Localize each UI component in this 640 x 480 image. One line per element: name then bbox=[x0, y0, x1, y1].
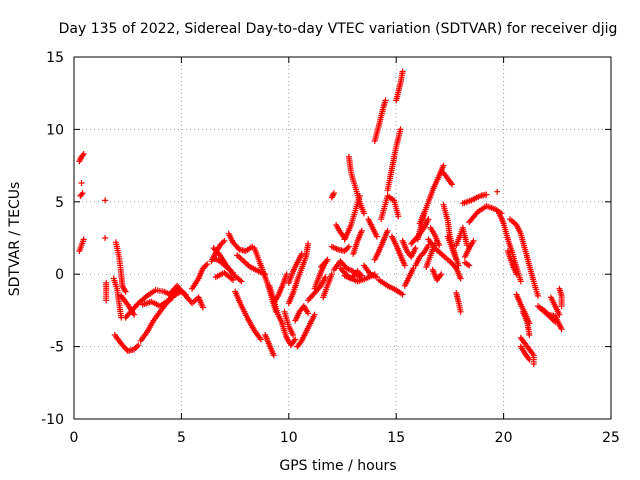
data-point-group bbox=[279, 321, 299, 349]
data-point-group bbox=[328, 243, 352, 254]
y-axis-label: SDTVAR / TECUs bbox=[7, 182, 23, 297]
data-point-group bbox=[429, 266, 445, 283]
data-point-group bbox=[461, 237, 477, 260]
data-point-group bbox=[376, 277, 406, 298]
data-point-group bbox=[112, 239, 129, 295]
data-point-group bbox=[365, 216, 380, 240]
data-point-group bbox=[189, 261, 211, 292]
data-point-group bbox=[446, 258, 464, 282]
data-point-group bbox=[416, 162, 447, 227]
data-point-group bbox=[212, 269, 236, 283]
chart-title: Day 135 of 2022, Sidereal Day-to-day VTE… bbox=[59, 21, 618, 37]
data-point-group bbox=[444, 233, 460, 263]
data-point-group bbox=[371, 97, 389, 144]
data-point-group bbox=[519, 308, 533, 338]
data-point-group bbox=[466, 203, 505, 226]
data-point-group bbox=[77, 190, 86, 199]
y-tick-label: 5 bbox=[55, 195, 64, 211]
data-point-group bbox=[412, 242, 432, 269]
x-tick-label: 10 bbox=[280, 430, 298, 446]
data-point-group bbox=[504, 248, 520, 278]
axis-ticks: 0 5 10 15 20 25 -10 -5 0 5 10 15 bbox=[41, 50, 620, 446]
data-point-group bbox=[517, 334, 537, 367]
data-point-group bbox=[361, 262, 380, 281]
x-tick-label: 20 bbox=[495, 430, 513, 446]
y-tick-label: -10 bbox=[41, 412, 64, 428]
y-tick-label: 0 bbox=[55, 267, 64, 283]
data-point-group bbox=[103, 279, 110, 304]
x-tick-label: 5 bbox=[177, 430, 186, 446]
data-point-group bbox=[393, 68, 406, 104]
y-tick-label: -5 bbox=[50, 340, 64, 356]
y-tick-label: 10 bbox=[46, 122, 64, 138]
data-point-group bbox=[388, 233, 408, 269]
data-point-group bbox=[232, 288, 264, 343]
data-point-group bbox=[262, 332, 277, 359]
data-point-group bbox=[78, 180, 85, 186]
data-point-group bbox=[167, 282, 206, 311]
data-point-group bbox=[285, 240, 312, 307]
data-point-group bbox=[305, 274, 329, 304]
x-tick-label: 15 bbox=[387, 430, 405, 446]
data-point-group bbox=[102, 197, 109, 204]
data-point-group bbox=[547, 294, 563, 318]
data-point-group bbox=[423, 240, 438, 270]
data-point-group bbox=[292, 303, 312, 324]
data-point-group bbox=[453, 290, 464, 315]
data-point-group bbox=[427, 224, 443, 249]
data-point-group bbox=[384, 126, 404, 194]
data-point-group bbox=[341, 268, 365, 282]
data-point-group bbox=[453, 224, 471, 249]
x-tick-label: 0 bbox=[70, 430, 79, 446]
data-point-group bbox=[517, 343, 533, 363]
data-point-group bbox=[294, 311, 318, 350]
data-point-group bbox=[345, 153, 367, 217]
data-point-group bbox=[539, 306, 565, 333]
data-point-group bbox=[507, 216, 541, 299]
data-point-group bbox=[270, 271, 290, 307]
data-point-group bbox=[110, 275, 125, 321]
data-point-group bbox=[440, 169, 455, 188]
data-point-group bbox=[320, 271, 335, 301]
data-point-group bbox=[328, 190, 337, 201]
data-point-group bbox=[281, 308, 297, 338]
data-point-group bbox=[461, 259, 473, 269]
data-point-group bbox=[371, 227, 391, 263]
data-point-group bbox=[210, 255, 236, 276]
data-point-group bbox=[494, 188, 501, 195]
data-point-group bbox=[225, 230, 256, 254]
x-tick-label: 25 bbox=[602, 430, 620, 446]
data-point-group bbox=[459, 191, 490, 207]
data-point-group bbox=[378, 193, 402, 223]
data-point-group bbox=[350, 227, 365, 257]
data-point-group bbox=[318, 256, 331, 270]
data-point-group bbox=[102, 235, 109, 241]
y-tick-label: 15 bbox=[46, 50, 64, 66]
plot-frame bbox=[73, 56, 612, 420]
data-point-group bbox=[399, 237, 419, 260]
data-point-group bbox=[76, 151, 87, 165]
data-point-group bbox=[401, 265, 417, 289]
data-point-group bbox=[111, 332, 142, 354]
data-point-group bbox=[556, 285, 565, 310]
x-axis-label: GPS time / hours bbox=[279, 458, 396, 474]
data-points bbox=[76, 68, 565, 367]
grid bbox=[74, 57, 611, 419]
data-point-group bbox=[76, 236, 87, 254]
data-point-group bbox=[285, 250, 305, 286]
